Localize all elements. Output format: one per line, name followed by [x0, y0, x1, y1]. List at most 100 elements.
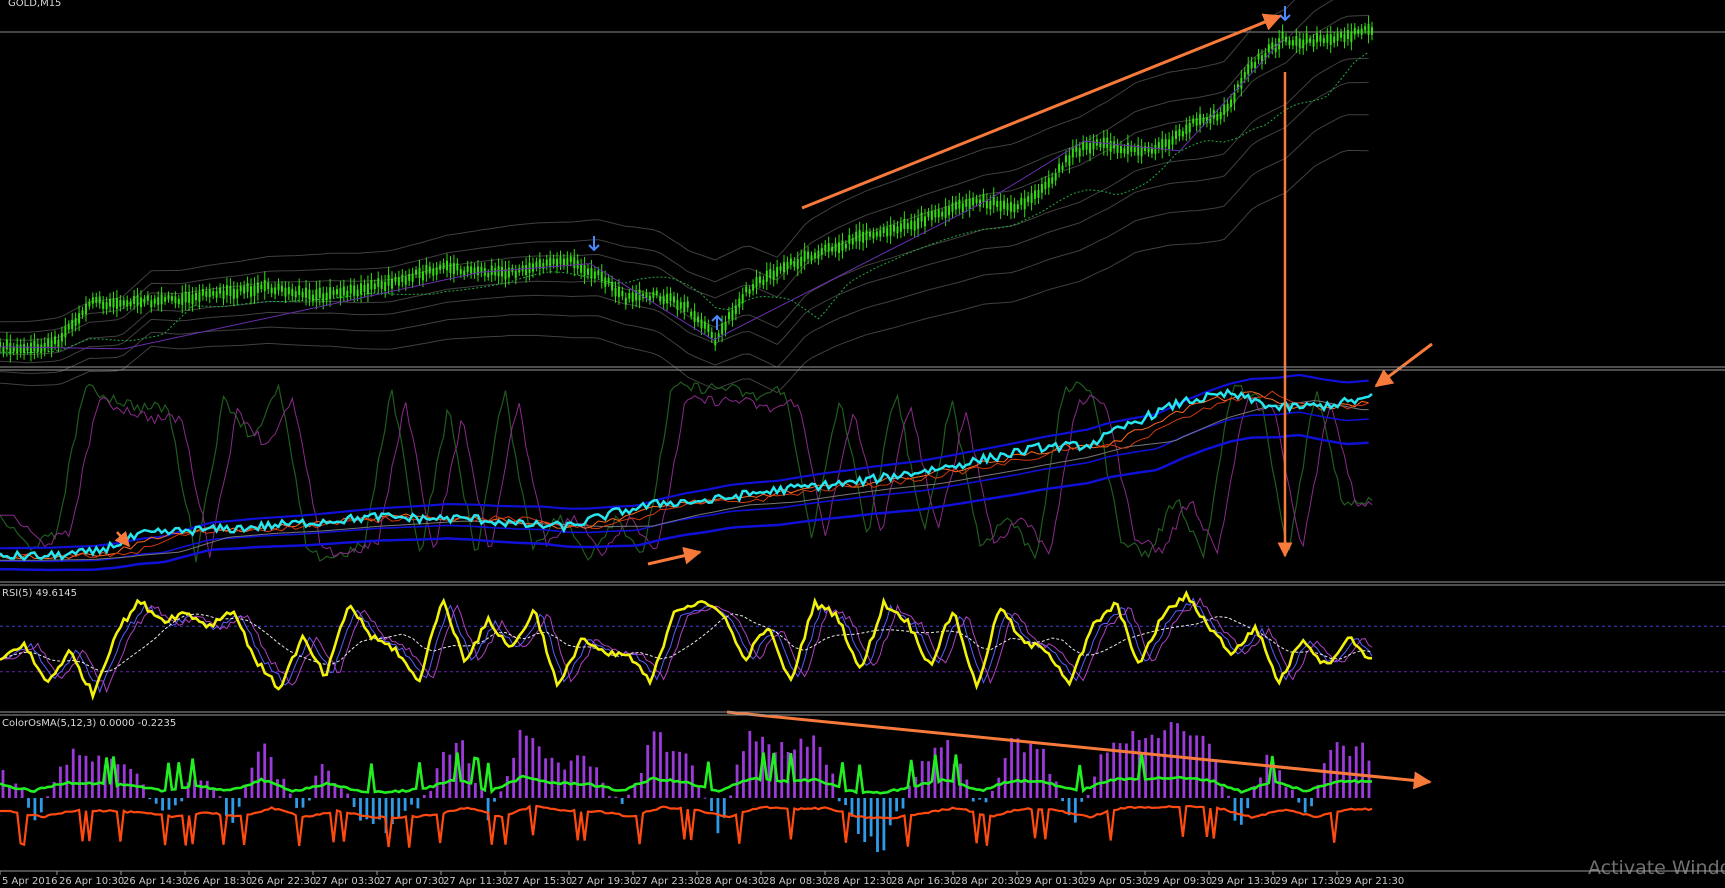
candle-body [1140, 146, 1143, 157]
candle-body [229, 285, 232, 297]
osma-bar [710, 798, 713, 811]
stoch-blue-band-0 [0, 433, 1369, 572]
candle-body [858, 230, 861, 242]
osma-bar [1010, 737, 1013, 798]
candle-body [1343, 33, 1346, 43]
candle-body [669, 293, 672, 302]
candle-body [1240, 77, 1243, 89]
candle-body [948, 206, 951, 216]
price-pane-title: GOLD,M15 [8, 0, 61, 9]
candle-body [855, 231, 858, 242]
candle-body [267, 282, 270, 290]
candle-body [1054, 173, 1057, 181]
candle-body [800, 256, 803, 267]
candle-body [370, 280, 373, 290]
x-tick-label: 29 Apr 01:30 [1019, 876, 1084, 887]
osma-bar [729, 795, 733, 798]
osma-bar [20, 788, 24, 798]
candle-body [1250, 61, 1253, 69]
candle-body [188, 292, 191, 303]
candle-body [452, 263, 455, 275]
candle-body [793, 261, 796, 267]
candle-body [996, 200, 999, 208]
stoch-blue-band-2 [0, 373, 1369, 550]
candle-body [862, 231, 865, 243]
candle-body [831, 246, 834, 252]
osma-bar [225, 798, 228, 817]
candle-body [146, 295, 149, 301]
candle-body [387, 274, 390, 286]
candle-body [587, 268, 589, 275]
candle-body [236, 289, 239, 299]
osma-bar [895, 798, 899, 812]
candle-body [693, 311, 696, 322]
candle-body [679, 302, 682, 309]
candle-body [1181, 131, 1184, 137]
price-band-6 [0, 0, 1296, 323]
osma-bar [978, 798, 982, 800]
candle-body [1353, 28, 1356, 35]
osma-bar [154, 798, 158, 804]
candle-body [762, 279, 765, 286]
candle-body [710, 331, 713, 339]
osma-bar [997, 777, 1001, 798]
candle-body [827, 243, 830, 252]
rsi-pane [0, 589, 1725, 701]
osma-bar [595, 767, 599, 798]
osma-bar [627, 794, 630, 798]
osma-bar [333, 783, 337, 798]
osma-bar [812, 735, 816, 798]
candle-body [542, 262, 545, 269]
osma-bar [403, 798, 407, 811]
candle-body [683, 302, 686, 313]
candle-body [941, 211, 944, 217]
candle-body [291, 288, 294, 297]
osma-bar [844, 798, 847, 806]
osma-bar [97, 755, 101, 798]
candle-body [71, 319, 74, 330]
osma-bar [933, 747, 937, 798]
candle-body [1315, 33, 1318, 43]
candle-body [535, 261, 538, 268]
candle-body [979, 199, 981, 207]
candle-body [655, 290, 658, 296]
candle-body [913, 220, 916, 231]
candle-body [556, 258, 559, 268]
osma-bar [1367, 760, 1371, 798]
osma-bar [1086, 795, 1090, 798]
candle-body [253, 285, 256, 296]
candle-body [360, 283, 363, 295]
candle-body [391, 278, 393, 289]
candle-body [308, 289, 311, 300]
osma-bar [142, 784, 145, 798]
candle-body [143, 298, 146, 304]
osma-bar [1310, 798, 1313, 807]
candle-body [122, 300, 125, 306]
candle-body [893, 225, 896, 232]
candle-body [408, 273, 411, 281]
osma-bar [256, 751, 260, 798]
zigzag-line [0, 38, 1284, 350]
osma-bar [1176, 723, 1179, 798]
candle-body [604, 277, 607, 287]
osma-bar [1112, 742, 1116, 798]
candle-body [198, 291, 201, 302]
candle-body [325, 292, 328, 301]
osma-bar [990, 790, 994, 798]
candle-body [329, 287, 332, 299]
candle-body [528, 262, 531, 273]
candle-body [838, 242, 841, 253]
osma-bar [633, 783, 637, 798]
candle-body [1322, 38, 1325, 43]
osma-bar [690, 765, 694, 798]
candle-body [631, 292, 634, 302]
osma-bar [671, 751, 675, 798]
candle-body [731, 309, 734, 320]
candle-body [628, 293, 631, 299]
osma-bar [33, 798, 37, 821]
candle-body [972, 197, 975, 206]
candle-body [246, 283, 249, 292]
candle-body [975, 198, 978, 204]
candle-body [1089, 142, 1092, 154]
